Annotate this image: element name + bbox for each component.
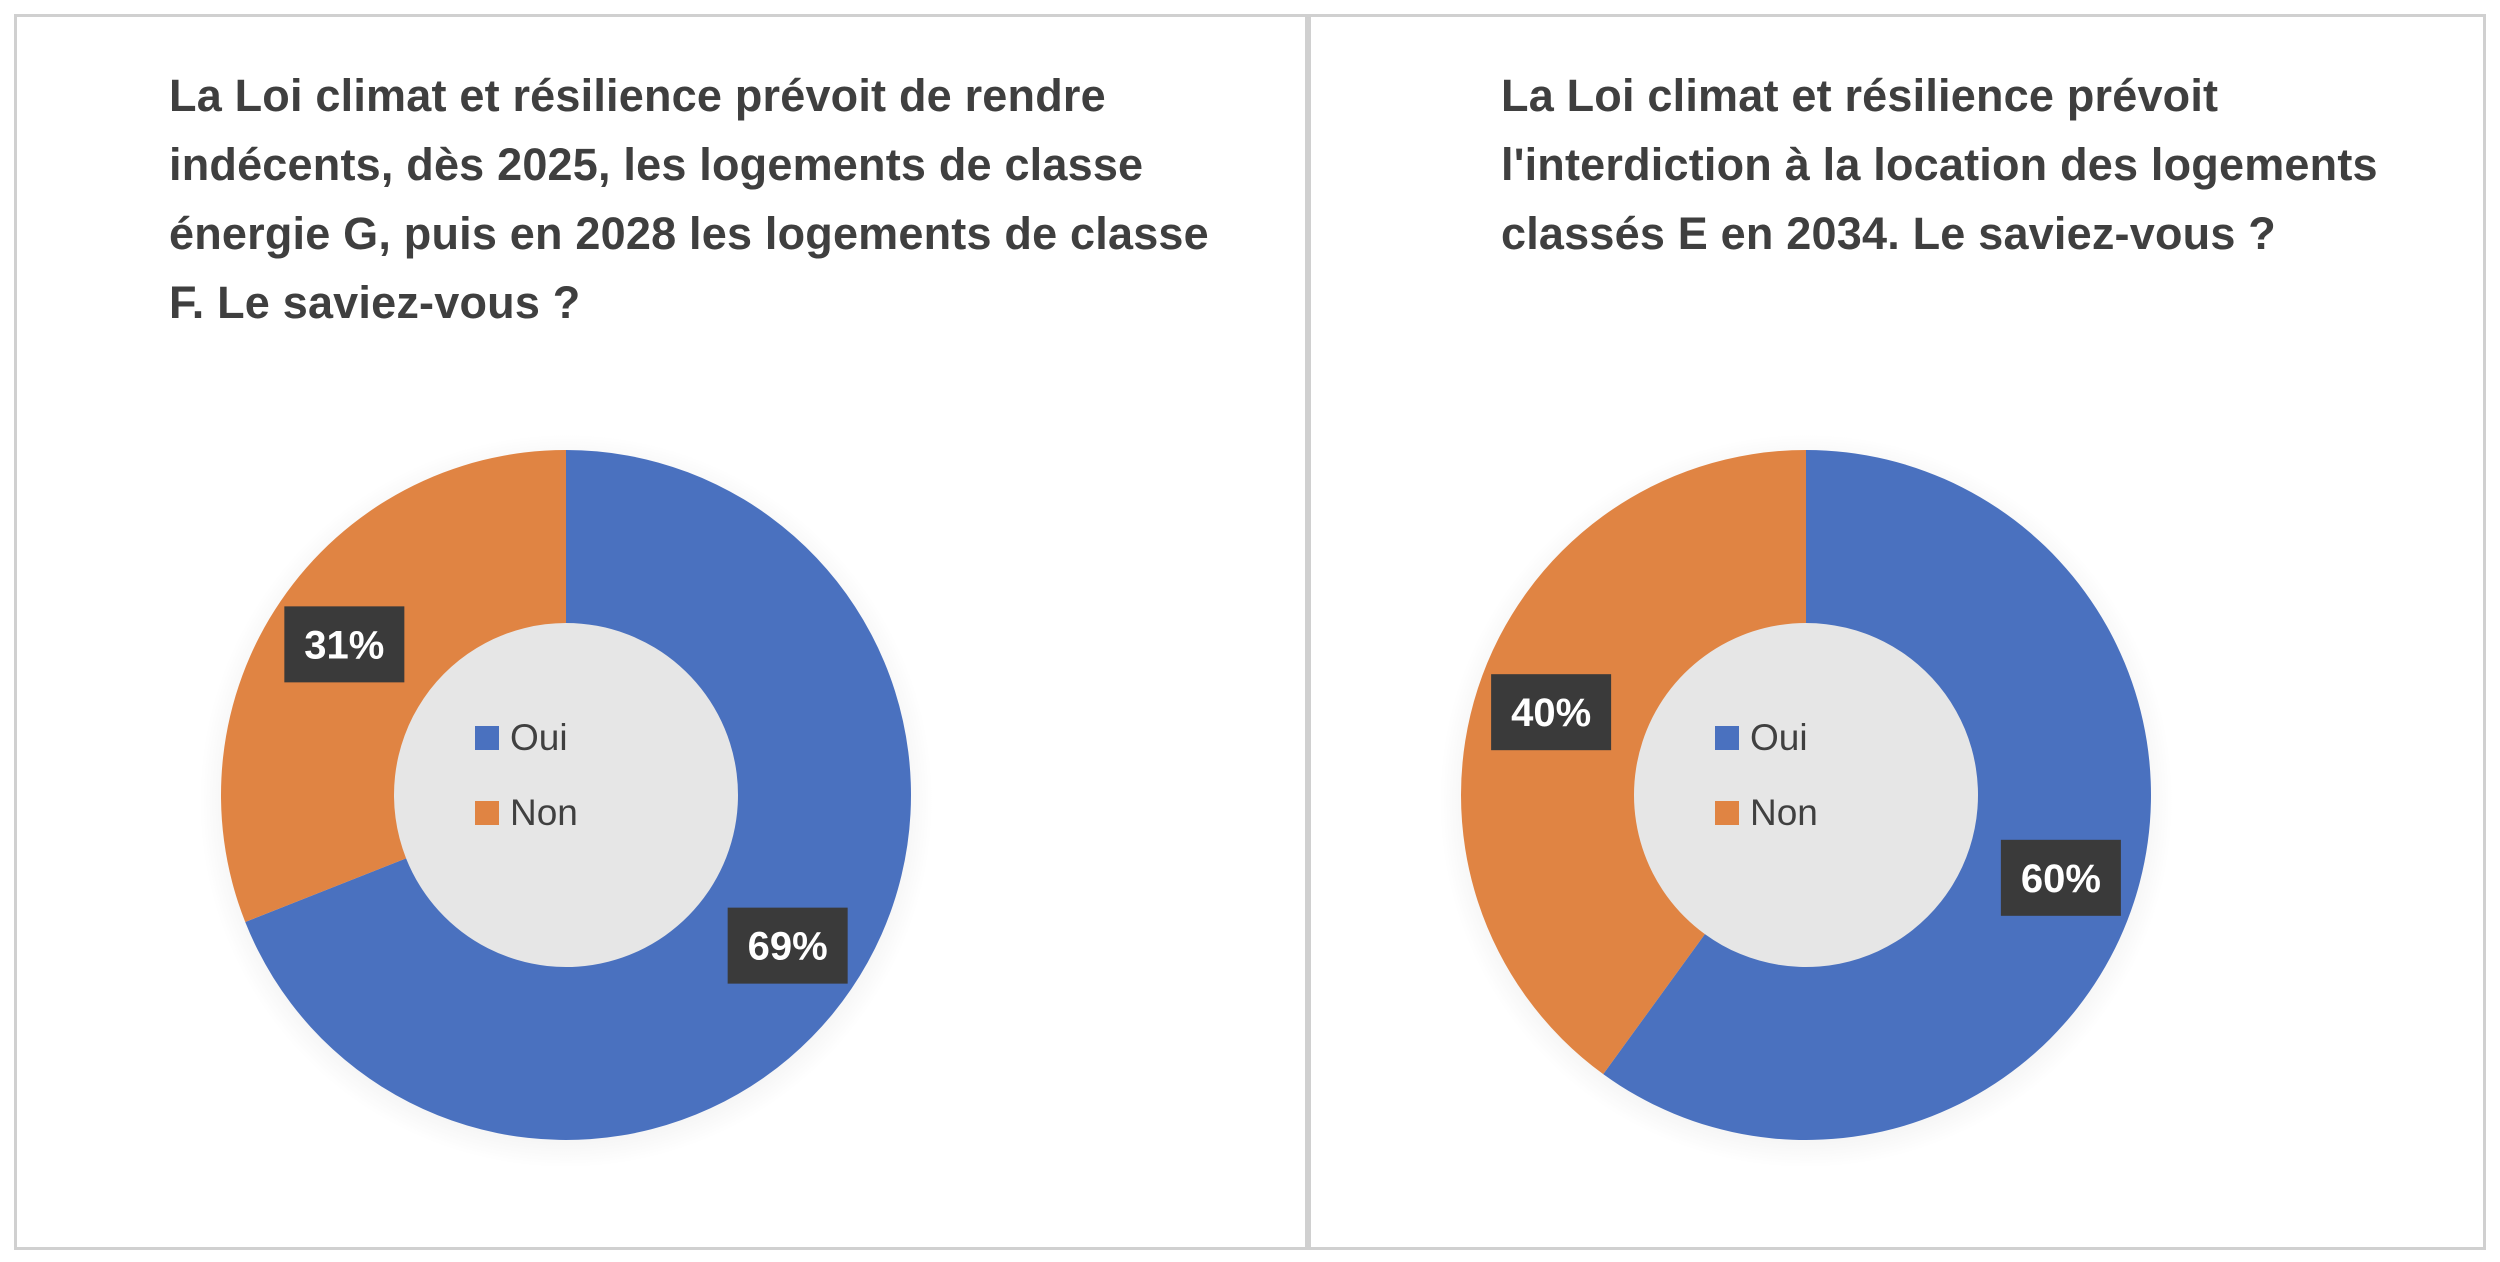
chart-title: La Loi climat et résilience prévoit de r… [169,70,1209,328]
legend-item-oui: Oui [475,717,568,758]
legend-label: Oui [510,717,568,758]
data-label-text: 60% [2021,857,2101,901]
legend-swatch [1715,726,1739,750]
slice-non [1461,450,1806,1075]
legend-item-oui: Oui [1715,717,1808,758]
legend-item-non: Non [1715,792,1818,833]
doughnut-chart-left: 69% 31% Oui Non [199,434,933,1168]
doughnut-chart-right: 60% 40% Oui Non [1439,434,2173,1168]
data-label-text: 40% [1511,691,1591,735]
chart-title: La Loi climat et résilience prévoit l'in… [1501,70,2378,259]
legend-swatch [1715,801,1739,825]
legend-label: Oui [1750,717,1808,758]
legend-label: Non [1750,792,1818,833]
slice-non [220,450,566,923]
data-label-text: 69% [748,925,828,969]
legend-swatch [475,726,499,750]
data-label: 40% [1491,674,1612,751]
data-label: 69% [727,907,848,984]
chart-panel-right: La Loi climat et résilience prévoit l'in… [1308,14,2486,1250]
slice-oui [1603,450,2151,1140]
legend-swatch [475,801,499,825]
chart-panel-left: La Loi climat et résilience prévoit de r… [14,14,1308,1250]
legend-item-non: Non [475,792,578,833]
data-label: 60% [2000,839,2121,916]
data-label-text: 31% [304,623,384,667]
data-label: 31% [284,606,405,683]
legend-label: Non [510,792,578,833]
